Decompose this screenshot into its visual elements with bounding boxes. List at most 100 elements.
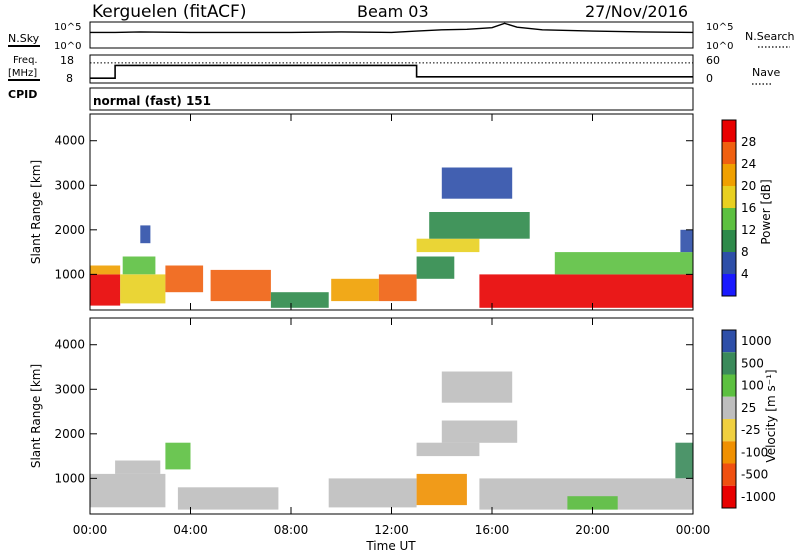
power-panel: 1000 2000 3000 4000 Slant Range [km] xyxy=(29,113,694,311)
colorbar-tick-label: -25 xyxy=(741,423,761,437)
data-band xyxy=(416,442,480,457)
colorbar-swatch xyxy=(722,330,736,353)
freq-label-line1: Freq. xyxy=(13,55,38,66)
power-colorbar: 4 8 12 16 20 24 28 xyxy=(721,119,756,297)
data-band xyxy=(115,460,161,474)
velocity-data-bands xyxy=(90,371,693,510)
time-tick-label: 00:00 xyxy=(676,523,711,537)
data-band xyxy=(479,274,693,308)
nave-tick-top: 60 xyxy=(706,54,720,67)
time-tick-label: 00:00 xyxy=(73,523,108,537)
y-tick-label: 3000 xyxy=(54,382,85,396)
colorbar-tick-label: 100 xyxy=(741,379,764,393)
data-band xyxy=(90,274,121,306)
beam-title: Beam 03 xyxy=(357,2,429,21)
data-band xyxy=(429,212,530,239)
colorbar-tick-label: 500 xyxy=(741,356,764,370)
y-tick-label: 3000 xyxy=(54,178,85,192)
power-y-ticks: 1000 2000 3000 4000 xyxy=(54,134,693,281)
colorbar-frame xyxy=(721,329,737,509)
colorbar-tick-label: -500 xyxy=(741,468,768,482)
data-band xyxy=(416,238,480,253)
colorbar-swatch xyxy=(722,252,736,274)
colorbar-swatch xyxy=(722,463,736,486)
colorbar-swatch xyxy=(722,419,736,442)
colorbar-swatch xyxy=(722,274,736,296)
nsky-label: N.Sky xyxy=(8,32,40,45)
velocity-y-axis-label: Slant Range [km] xyxy=(29,364,43,468)
data-band xyxy=(378,274,417,302)
colorbar-tick-label: 16 xyxy=(741,201,756,215)
colorbar-tick-label: 4 xyxy=(741,267,749,281)
data-band xyxy=(165,265,204,293)
data-band xyxy=(122,256,156,275)
time-axis-tick-labels: 00:00 04:00 08:00 12:00 16:00 20:00 00:00 xyxy=(73,523,711,537)
velocity-x-ticks xyxy=(89,318,694,514)
data-band xyxy=(328,478,417,508)
velocity-y-ticks: 1000 2000 3000 4000 xyxy=(54,338,693,485)
freq-trace xyxy=(90,64,693,79)
data-band xyxy=(416,473,467,506)
cpid-label: CPID xyxy=(8,88,37,101)
data-band xyxy=(140,225,151,244)
cpid-text: normal (fast) 151 xyxy=(93,94,211,108)
y-tick-label: 2000 xyxy=(54,223,85,237)
nsky-tick-bottom: 10^0 xyxy=(54,41,81,52)
data-band xyxy=(165,442,191,470)
y-tick-label: 1000 xyxy=(54,267,85,281)
cpid-panel-frame xyxy=(89,87,694,111)
data-band xyxy=(441,371,513,403)
colorbar-swatch xyxy=(722,186,736,208)
time-axis-label: Time UT xyxy=(365,539,416,553)
y-tick-label: 1000 xyxy=(54,471,85,485)
nsearch-tick-top: 10^5 xyxy=(706,22,733,33)
time-tick-label: 20:00 xyxy=(575,523,610,537)
colorbar-swatch xyxy=(722,164,736,186)
colorbar-swatch xyxy=(722,230,736,252)
data-band xyxy=(441,420,518,443)
colorbar-swatch xyxy=(722,120,736,142)
data-band xyxy=(680,229,693,253)
y-tick-label: 4000 xyxy=(54,338,85,352)
data-band xyxy=(270,292,329,308)
colorbar-swatch xyxy=(722,142,736,164)
colorbar-tick-label: 8 xyxy=(741,245,749,259)
velocity-colorbar-label: Velocity [m s⁻¹] xyxy=(764,369,778,462)
data-band xyxy=(331,278,379,302)
date-title: 27/Nov/2016 xyxy=(585,2,688,21)
colorbar-swatch xyxy=(722,441,736,464)
colorbar-tick-label: 1000 xyxy=(741,334,772,348)
colorbar-tick-label: 25 xyxy=(741,401,756,415)
time-tick-label: 08:00 xyxy=(274,523,309,537)
data-band xyxy=(567,496,618,510)
data-band xyxy=(210,269,271,302)
nsky-trace xyxy=(90,22,694,34)
y-tick-label: 2000 xyxy=(54,427,85,441)
time-tick-label: 04:00 xyxy=(173,523,208,537)
nsearch-tick-bottom: 10^0 xyxy=(706,41,733,52)
colorbar-tick-label: -100 xyxy=(741,445,768,459)
station-title: Kerguelen (fitACF) xyxy=(92,2,246,22)
data-band xyxy=(441,167,513,199)
velocity-panel: 1000 2000 3000 4000 Slant Range [km] xyxy=(29,317,694,515)
nave-tick-bottom: 0 xyxy=(706,72,713,85)
freq-label-line2: [MHz] xyxy=(8,68,37,79)
freq-panel-frame xyxy=(89,54,694,84)
colorbar-swatch xyxy=(722,352,736,375)
data-band xyxy=(554,252,693,275)
data-band xyxy=(177,487,279,510)
data-band xyxy=(120,274,166,304)
power-x-ticks xyxy=(89,114,694,310)
freq-tick-bottom: 8 xyxy=(66,72,73,85)
colorbar-tick-label: 12 xyxy=(741,223,756,237)
time-tick-label: 12:00 xyxy=(374,523,409,537)
nsky-panel-frame xyxy=(89,21,694,49)
colorbar-tick-label: 20 xyxy=(741,179,756,193)
nsearch-label: N.Search xyxy=(745,30,795,43)
data-band xyxy=(90,265,121,275)
time-tick-label: 16:00 xyxy=(475,523,510,537)
colorbar-swatch xyxy=(722,374,736,397)
nave-label: Nave xyxy=(752,66,780,79)
power-data-bands xyxy=(90,167,693,308)
